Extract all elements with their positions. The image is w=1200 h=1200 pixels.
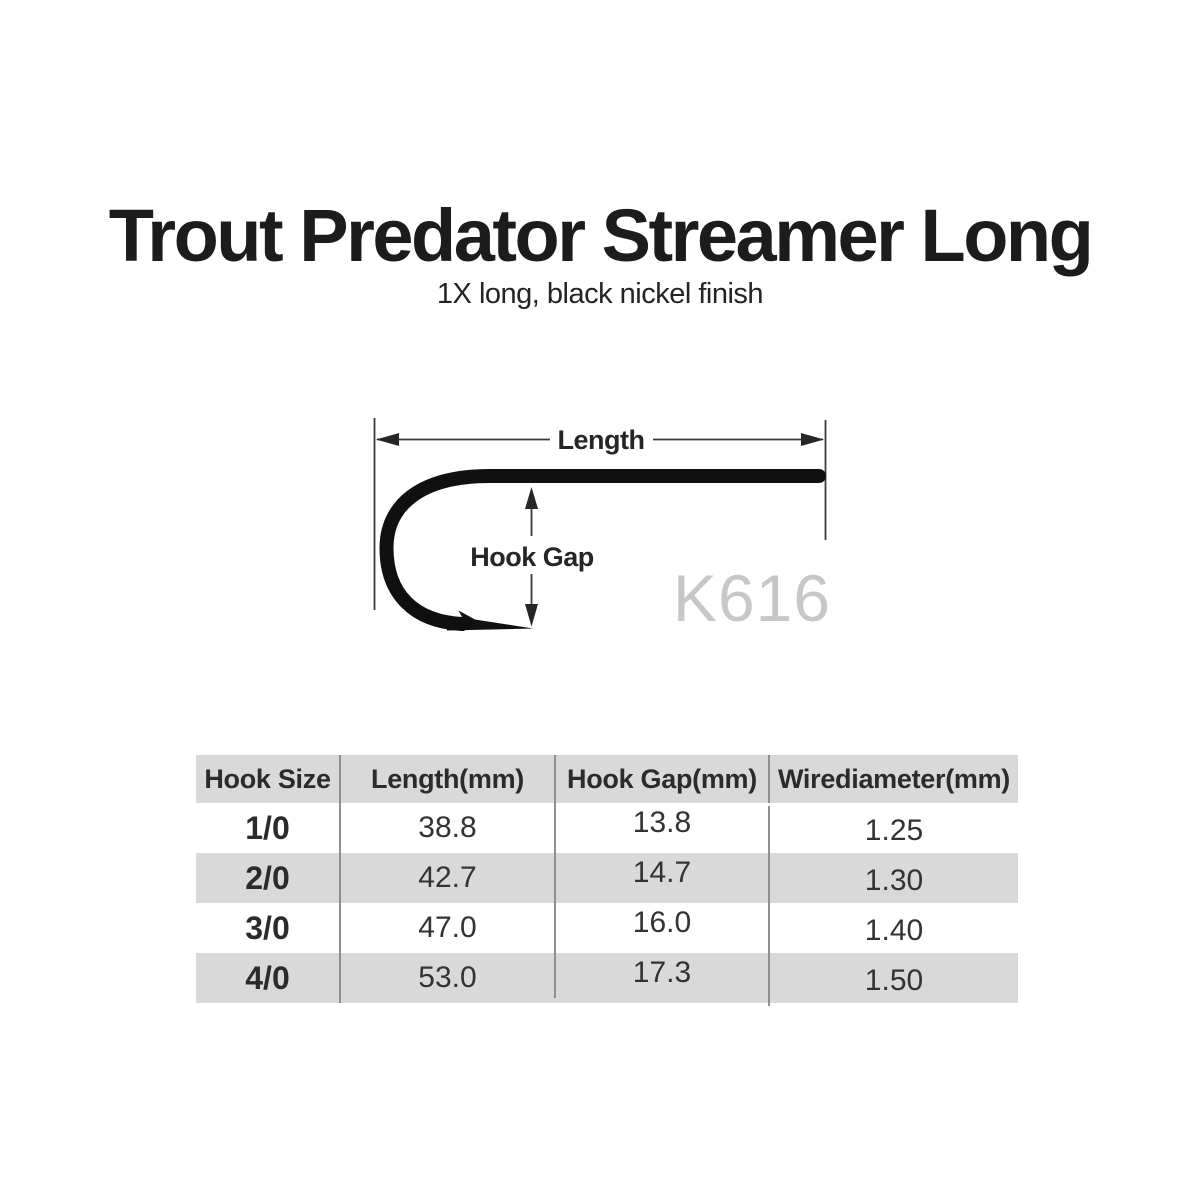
wire-diameter-value: 1.40: [768, 906, 1018, 956]
spec-table: Hook Size Length(mm) Hook Gap(mm) Wiredi…: [196, 755, 1018, 1006]
hook-gap-value: 17.3: [554, 948, 768, 998]
hook-gap-arrowhead-up-icon: [525, 487, 538, 509]
hook-gap-value: 16.0: [554, 898, 768, 948]
column-header-wire-diameter: Wirediameter(mm): [768, 755, 1018, 803]
hook-gap-value: 13.8: [554, 798, 768, 848]
hook-size-value: 2/0: [245, 859, 290, 896]
hook-size-value: 1/0: [245, 809, 290, 846]
length-arrowhead-left-icon: [376, 433, 399, 446]
wire-diameter-value: 1.30: [768, 856, 1018, 906]
length-value: 38.8: [339, 803, 554, 853]
page-subtitle: 1X long, black nickel finish: [436, 278, 764, 310]
hook-size-value: 4/0: [245, 959, 290, 996]
hook-gap-label: Hook Gap: [470, 542, 594, 572]
hook-point-and-barb: [447, 610, 534, 631]
page-title: Trout Predator Streamer Long: [108, 194, 1094, 277]
hook-gap-arrowhead-down-icon: [525, 604, 538, 627]
model-number: K616: [673, 561, 831, 635]
column-header-length: Length(mm): [339, 755, 554, 803]
hook-size-value: 3/0: [245, 909, 290, 946]
wire-diameter-value: 1.50: [768, 956, 1018, 1006]
column-header-hook-size: Hook Size: [204, 763, 331, 794]
length-arrowhead-right-icon: [801, 433, 824, 446]
length-value: 42.7: [339, 853, 554, 903]
hook-shank-and-bend: [379, 469, 826, 631]
table-row: 4/0 53.0 17.3 1.50: [196, 948, 1018, 1006]
length-value: 47.0: [339, 903, 554, 953]
hook-gap-value: 14.7: [554, 848, 768, 898]
table-row: 1/0 38.8 13.8 1.25: [196, 798, 1018, 856]
hook-diagram: Length Hook Gap K616: [373, 418, 831, 635]
length-label: Length: [558, 425, 645, 455]
length-value: 53.0: [339, 953, 554, 1003]
wire-diameter-value: 1.25: [768, 806, 1018, 856]
table-row: 3/0 47.0 16.0 1.40: [196, 898, 1018, 956]
table-header-row: Hook Size Length(mm) Hook Gap(mm) Wiredi…: [196, 755, 1018, 803]
table-row: 2/0 42.7 14.7 1.30: [196, 848, 1018, 906]
column-header-hook-gap: Hook Gap(mm): [554, 755, 768, 803]
